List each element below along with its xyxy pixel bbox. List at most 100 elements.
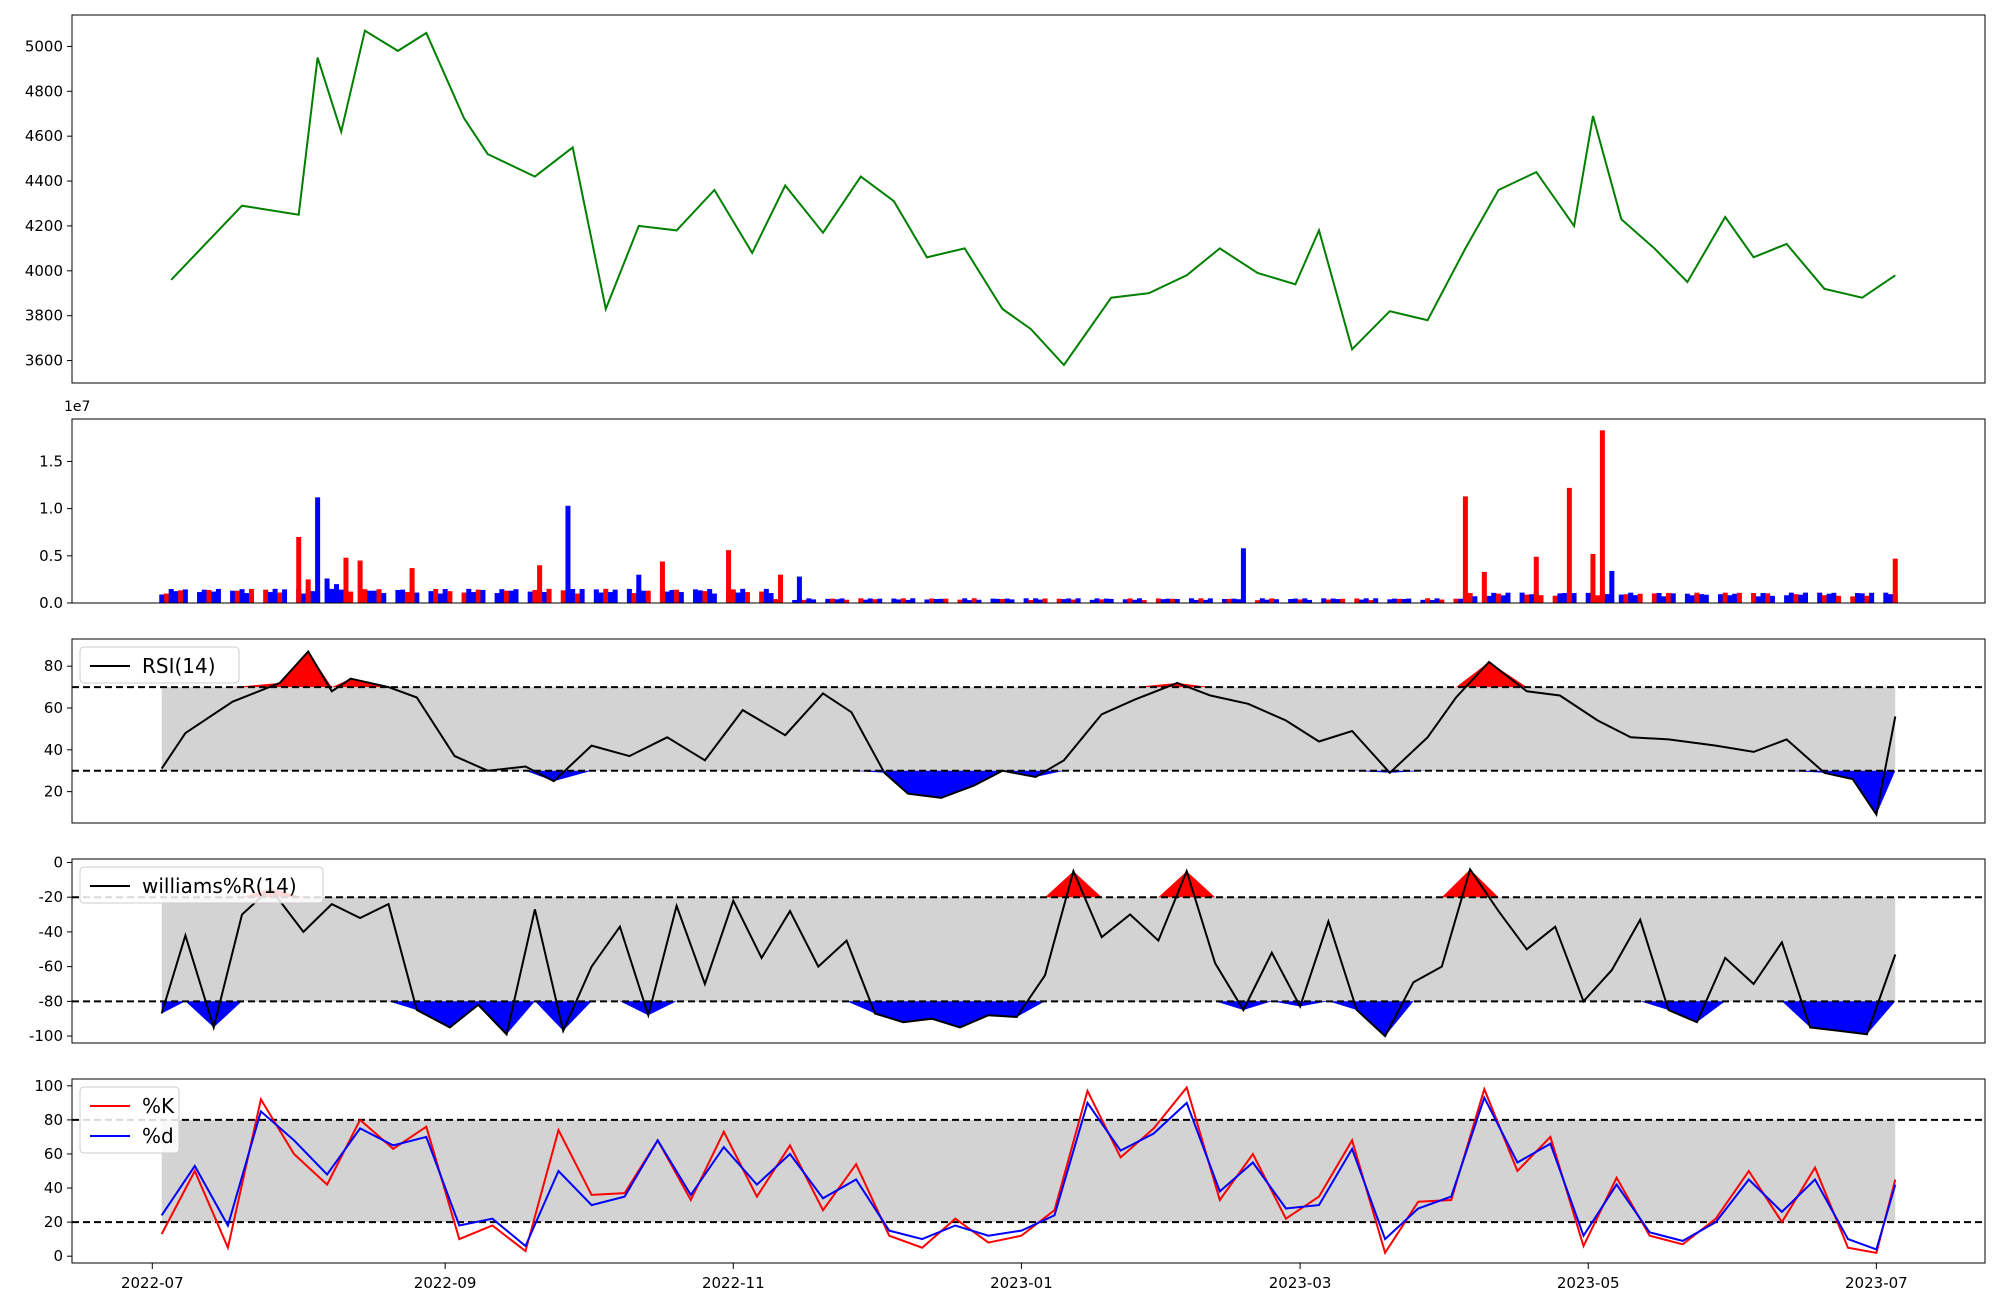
volume-bar bbox=[1717, 594, 1723, 603]
volume-ytick-label: 1.5 bbox=[39, 452, 63, 470]
volume-bar bbox=[1127, 598, 1133, 603]
volume-bar-spike bbox=[296, 536, 302, 603]
volume-bar bbox=[1325, 599, 1331, 603]
price-ytick-label: 4200 bbox=[25, 217, 63, 235]
volume-bar bbox=[1056, 598, 1062, 603]
volume-bar bbox=[206, 589, 212, 603]
volume-frame bbox=[71, 418, 1986, 604]
volume-bar bbox=[711, 593, 717, 603]
volume-bar bbox=[1637, 593, 1643, 603]
volume-bar bbox=[1396, 598, 1402, 603]
volume-bar bbox=[1302, 598, 1308, 603]
volume-bar bbox=[395, 589, 401, 603]
williams-ytick-label: -60 bbox=[39, 958, 64, 976]
volume-bar bbox=[1226, 598, 1232, 603]
volume-bar bbox=[461, 592, 467, 603]
volume-bar bbox=[792, 599, 798, 603]
stochastic-ytick-label: 0 bbox=[53, 1247, 63, 1265]
volume-bar bbox=[702, 591, 708, 603]
volume-bar bbox=[607, 592, 613, 603]
volume-bar bbox=[1094, 598, 1100, 603]
volume-bar bbox=[1632, 595, 1638, 603]
volume-bar bbox=[1222, 599, 1228, 603]
volume-bar bbox=[1137, 598, 1143, 603]
volume-bar bbox=[1425, 598, 1431, 603]
volume-bar bbox=[1203, 599, 1209, 603]
volume-bar bbox=[404, 592, 410, 603]
volume-bar bbox=[267, 592, 273, 603]
volume-bar bbox=[1722, 592, 1728, 603]
rsi-panel: 20 40 60 80 RSI(14) bbox=[44, 638, 1986, 824]
volume-bar bbox=[1066, 598, 1072, 603]
volume-bar bbox=[437, 593, 443, 603]
volume-bar bbox=[1869, 592, 1875, 603]
price-ytick-label: 4400 bbox=[25, 172, 63, 190]
volume-bar bbox=[1434, 598, 1440, 603]
volume-bar bbox=[1401, 598, 1407, 603]
volume-bar bbox=[499, 589, 505, 603]
stochastic-d-line bbox=[160, 1095, 1897, 1251]
volume-bar bbox=[1524, 594, 1530, 603]
volume-bar bbox=[263, 589, 269, 603]
volume-bar bbox=[872, 599, 878, 603]
volume-bar bbox=[532, 589, 538, 603]
volume-bar bbox=[504, 590, 510, 603]
volume-bar bbox=[1321, 598, 1327, 603]
price-ytick-label: 4800 bbox=[25, 82, 63, 100]
rsi-legend bbox=[79, 646, 240, 684]
volume-bar-spike bbox=[357, 560, 363, 603]
volume-bar bbox=[1141, 600, 1147, 603]
volume-bar-spike bbox=[1609, 570, 1615, 603]
volume-bar bbox=[1392, 598, 1398, 603]
volume-bar bbox=[470, 592, 476, 603]
williams-frame bbox=[71, 858, 1986, 1044]
volume-bar bbox=[631, 593, 637, 603]
volume-bar bbox=[1595, 595, 1601, 603]
volume-bar bbox=[645, 590, 651, 603]
volume-bar bbox=[1803, 592, 1809, 603]
stochastic-legend-label: %d bbox=[142, 1124, 174, 1148]
volume-bar bbox=[1075, 598, 1081, 603]
volume-bar bbox=[971, 598, 977, 603]
volume-bar-spike bbox=[315, 497, 321, 603]
volume-bar-spike bbox=[778, 574, 784, 603]
volume-bar bbox=[1160, 599, 1166, 603]
volume-bar bbox=[1552, 595, 1558, 603]
price-line bbox=[170, 29, 1896, 367]
volume-bar bbox=[414, 592, 420, 603]
stochastic-ytick-label: 100 bbox=[34, 1077, 63, 1095]
volume-bar bbox=[1307, 599, 1313, 603]
volume-bar bbox=[579, 589, 585, 603]
volume-bar bbox=[735, 592, 741, 603]
volume-bar bbox=[282, 589, 288, 603]
stochastic-panel: 0 20 40 60 80 100 %K %d bbox=[34, 1077, 1986, 1265]
volume-bar bbox=[692, 589, 698, 603]
x-tick-label: 2022-11 bbox=[702, 1274, 765, 1292]
volume-bar bbox=[1103, 598, 1109, 603]
rsi-ytick-label: 80 bbox=[44, 657, 63, 675]
volume-bar bbox=[447, 591, 453, 603]
williams-ytick-label: -100 bbox=[29, 1027, 63, 1045]
volume-bar bbox=[1288, 599, 1294, 603]
volume-bar-spike bbox=[1481, 571, 1487, 603]
volume-bar bbox=[1155, 598, 1161, 603]
volume-bar bbox=[367, 590, 373, 603]
volume-bar bbox=[768, 593, 774, 603]
volume-bar bbox=[376, 589, 382, 603]
volume-bar bbox=[362, 589, 368, 603]
volume-bar bbox=[1656, 593, 1662, 603]
volume-bar bbox=[1429, 600, 1435, 603]
volume-bar bbox=[1571, 593, 1577, 603]
volume-bar bbox=[1042, 598, 1048, 603]
volume-bar-spike bbox=[1892, 558, 1898, 603]
volume-bar bbox=[1028, 600, 1034, 603]
rsi-oversold-fill bbox=[161, 770, 1896, 815]
volume-bar bbox=[678, 592, 684, 603]
volume-bar bbox=[570, 589, 576, 603]
volume-bar-spike bbox=[1462, 496, 1468, 603]
williams-ytick-label: 0 bbox=[53, 853, 63, 871]
williams-panel: 0 -20 -40 -60 -80 -100 williams%R(14) bbox=[29, 853, 1986, 1045]
rsi-legend-label: RSI(14) bbox=[142, 654, 216, 678]
volume-bar bbox=[546, 588, 552, 603]
williams-overbought-fill bbox=[161, 869, 1896, 898]
